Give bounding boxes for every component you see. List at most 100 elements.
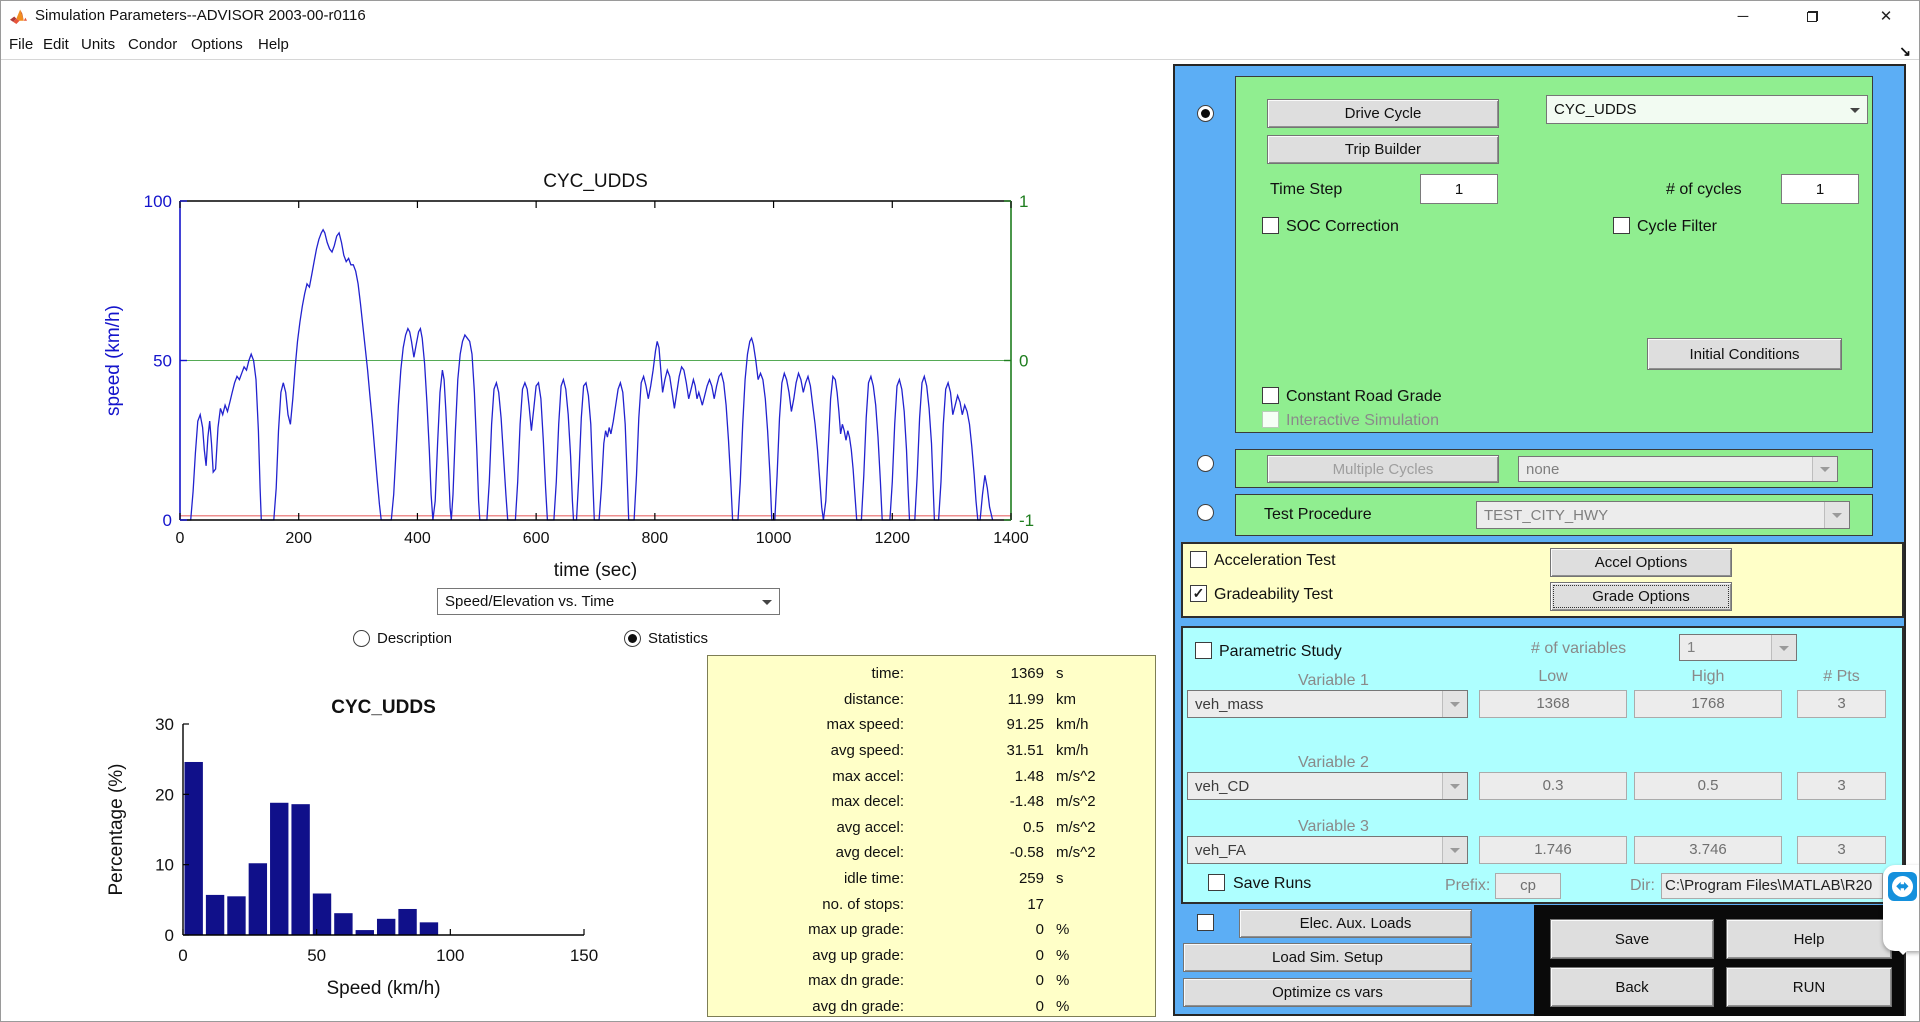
variable-1-dropdown: veh_mass (1187, 690, 1468, 718)
help-button[interactable]: Help (1726, 919, 1892, 959)
svg-text:200: 200 (285, 530, 312, 547)
gradeability-test-checkbox[interactable]: ✓ (1190, 585, 1207, 602)
menu-options[interactable]: Options (191, 36, 243, 53)
grade-options-label: Grade Options (1592, 588, 1690, 605)
stat-value: -1.48 (904, 793, 1044, 810)
statistics-radio[interactable] (624, 630, 641, 647)
svg-text:100: 100 (144, 192, 172, 211)
plot-type-dropdown[interactable]: Speed/Elevation vs. Time (437, 588, 780, 615)
num-variables-value: 1 (1687, 639, 1695, 656)
cycle-dropdown[interactable]: CYC_UDDS (1546, 95, 1868, 124)
description-radio[interactable] (353, 630, 370, 647)
stat-label: idle time: (708, 870, 904, 887)
prefix-field: cp (1495, 873, 1561, 899)
acceleration-test-checkbox[interactable] (1190, 551, 1207, 568)
trip-builder-button[interactable]: Trip Builder (1267, 135, 1499, 164)
back-label: Back (1615, 979, 1648, 996)
svg-text:CYC_UDDS: CYC_UDDS (331, 697, 436, 718)
svg-text:100: 100 (436, 946, 464, 965)
elec-aux-loads-button[interactable]: Elec. Aux. Loads (1239, 909, 1472, 938)
num-cycles-label: # of cycles (1666, 181, 1742, 199)
drive-cycle-mode-radio[interactable] (1197, 105, 1214, 122)
drive-cycle-panel: Drive Cycle Trip Builder CYC_UDDS Time S… (1235, 76, 1873, 433)
multiple-cycles-button-label: Multiple Cycles (1333, 461, 1434, 478)
stat-unit: s (1056, 870, 1064, 887)
title-bar: Simulation Parameters--ADVISOR 2003-00-r… (1, 1, 1920, 31)
menu-edit[interactable]: Edit (43, 36, 69, 53)
svg-text:1: 1 (1019, 192, 1028, 211)
stat-value: 0 (904, 998, 1044, 1015)
chevron-down-icon (1812, 457, 1837, 481)
high-header: High (1634, 668, 1782, 686)
num-cycles-input[interactable] (1781, 174, 1859, 204)
action-button-panel: Save Help Back RUN (1534, 905, 1904, 1016)
acceleration-test-label: Acceleration Test (1214, 552, 1336, 570)
cycle-filter-checkbox[interactable] (1613, 217, 1630, 234)
test-procedure-mode-radio[interactable] (1197, 504, 1214, 521)
variable-1-low-field: 1368 (1479, 690, 1627, 718)
stat-row: avg up grade:0% (708, 943, 1155, 969)
interactive-simulation-label: Interactive Simulation (1286, 412, 1439, 430)
variable-1-high-field: 1768 (1634, 690, 1782, 718)
stat-label: max speed: (708, 716, 904, 733)
soc-correction-label: SOC Correction (1286, 218, 1399, 236)
menu-help[interactable]: Help (258, 36, 289, 53)
optimize-cs-vars-button[interactable]: Optimize cs vars (1183, 978, 1472, 1007)
dir-field: C:\Program Files\MATLAB\R20 (1661, 873, 1883, 899)
stat-label: avg speed: (708, 742, 904, 759)
restore-button[interactable] (1790, 1, 1834, 31)
stat-row: max accel:1.48m/s^2 (708, 763, 1155, 789)
test-procedure-panel: Test Procedure TEST_CITY_HWY (1235, 494, 1873, 536)
menu-units[interactable]: Units (81, 36, 115, 53)
constant-road-grade-checkbox[interactable] (1262, 387, 1279, 404)
teamviewer-overlay[interactable]: ⬌ (1883, 865, 1920, 951)
stat-value: -0.58 (904, 844, 1044, 861)
menu-bar: File Edit Units Condor Options Help (1, 31, 1920, 60)
svg-text:800: 800 (642, 530, 669, 547)
dock-arrow-icon[interactable]: ↘ (1899, 43, 1911, 60)
back-button[interactable]: Back (1550, 967, 1714, 1007)
parametric-study-checkbox[interactable] (1195, 642, 1212, 659)
drive-cycle-button[interactable]: Drive Cycle (1267, 99, 1499, 128)
load-sim-setup-label: Load Sim. Setup (1272, 949, 1383, 966)
close-button[interactable]: ✕ (1864, 1, 1908, 31)
multiple-cycles-mode-radio[interactable] (1197, 455, 1214, 472)
svg-text:0: 0 (163, 511, 172, 530)
stat-unit: s (1056, 665, 1064, 682)
variable-3-dropdown: veh_FA (1187, 836, 1468, 864)
save-button[interactable]: Save (1550, 919, 1714, 959)
optimize-cs-vars-label: Optimize cs vars (1272, 984, 1383, 1001)
variable-3-pts-field: 3 (1797, 836, 1886, 864)
menu-condor[interactable]: Condor (128, 36, 177, 53)
stat-unit: km/h (1056, 716, 1089, 733)
stat-unit: % (1056, 947, 1069, 964)
variable-3-value: veh_FA (1195, 842, 1246, 859)
restore-icon (1807, 11, 1818, 22)
chevron-down-icon (1442, 773, 1467, 799)
chevron-down-icon (1442, 691, 1467, 717)
multiple-cycles-button: Multiple Cycles (1267, 455, 1499, 483)
parametric-study-label: Parametric Study (1219, 643, 1342, 661)
stat-value: 1.48 (904, 768, 1044, 785)
elec-aux-checkbox[interactable] (1197, 914, 1214, 931)
matlab-icon (10, 8, 27, 25)
time-step-input[interactable] (1420, 174, 1498, 204)
stat-value: 31.51 (904, 742, 1044, 759)
stat-row: avg accel:0.5m/s^2 (708, 815, 1155, 841)
dir-label: Dir: (1630, 877, 1655, 895)
soc-correction-checkbox[interactable] (1262, 217, 1279, 234)
grade-options-button[interactable]: Grade Options (1550, 582, 1732, 611)
save-runs-checkbox[interactable] (1208, 874, 1225, 891)
load-sim-setup-button[interactable]: Load Sim. Setup (1183, 943, 1472, 972)
save-label: Save (1615, 931, 1649, 948)
run-button[interactable]: RUN (1726, 967, 1892, 1007)
stat-row: max speed:91.25km/h (708, 712, 1155, 738)
minimize-button[interactable]: ─ (1721, 1, 1765, 31)
accel-options-button[interactable]: Accel Options (1550, 548, 1732, 577)
stat-label: avg dn grade: (708, 998, 904, 1015)
stat-row: avg speed:31.51 km/h (708, 738, 1155, 764)
menu-file[interactable]: File (9, 36, 33, 53)
stat-unit: km/h (1056, 742, 1089, 759)
stat-unit: km (1056, 691, 1076, 708)
initial-conditions-button[interactable]: Initial Conditions (1647, 338, 1842, 370)
